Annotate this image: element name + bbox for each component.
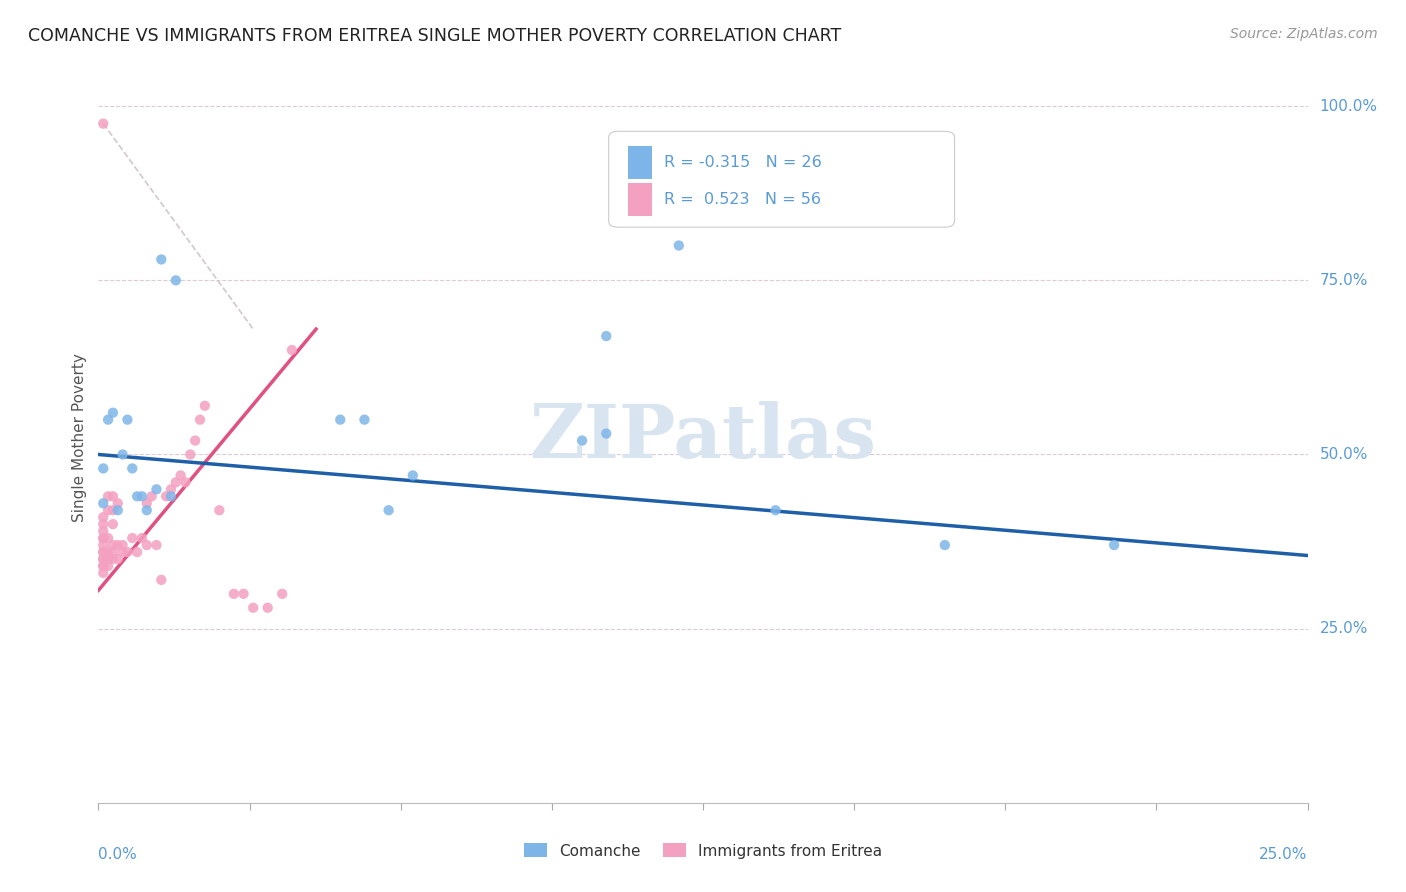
Point xyxy=(117,412,139,426)
Text: COMANCHE VS IMMIGRANTS FROM ERITREA SINGLE MOTHER POVERTY CORRELATION CHART: COMANCHE VS IMMIGRANTS FROM ERITREA SING… xyxy=(28,27,841,45)
Point xyxy=(91,531,114,545)
Point xyxy=(91,552,114,566)
Point xyxy=(571,434,593,448)
Point xyxy=(91,496,114,510)
Text: 75.0%: 75.0% xyxy=(1320,273,1368,288)
Point xyxy=(91,545,114,559)
Point xyxy=(91,545,114,559)
Point xyxy=(97,489,120,503)
Text: 25.0%: 25.0% xyxy=(1260,847,1308,862)
Point xyxy=(150,252,173,267)
Point xyxy=(222,587,245,601)
Point xyxy=(595,426,617,441)
Point xyxy=(91,558,114,573)
Point xyxy=(934,538,956,552)
Point xyxy=(141,489,163,503)
Point xyxy=(208,503,231,517)
Text: 0.0%: 0.0% xyxy=(98,847,138,862)
Point xyxy=(107,503,129,517)
Point xyxy=(174,475,197,490)
Point xyxy=(91,538,114,552)
Point xyxy=(242,600,264,615)
Point xyxy=(256,600,278,615)
Text: Source: ZipAtlas.com: Source: ZipAtlas.com xyxy=(1230,27,1378,41)
Point xyxy=(111,545,134,559)
Point xyxy=(184,434,207,448)
Point xyxy=(97,531,120,545)
Point xyxy=(91,517,114,532)
Text: 25.0%: 25.0% xyxy=(1320,621,1368,636)
Point xyxy=(135,503,157,517)
Legend: Comanche, Immigrants from Eritrea: Comanche, Immigrants from Eritrea xyxy=(517,838,889,864)
Text: ZIPatlas: ZIPatlas xyxy=(530,401,876,474)
Point xyxy=(107,552,129,566)
Point xyxy=(91,117,114,131)
Point xyxy=(121,531,143,545)
Point xyxy=(91,524,114,538)
Point xyxy=(155,489,177,503)
Point xyxy=(127,489,149,503)
Point xyxy=(97,552,120,566)
Point xyxy=(165,475,187,490)
FancyBboxPatch shape xyxy=(609,131,955,227)
Point xyxy=(165,273,187,287)
Point xyxy=(91,552,114,566)
Point xyxy=(101,552,124,566)
Point xyxy=(117,545,139,559)
Text: R = -0.315   N = 26: R = -0.315 N = 26 xyxy=(664,155,823,170)
Point xyxy=(111,538,134,552)
Point xyxy=(595,329,617,343)
Point xyxy=(111,448,134,462)
Point xyxy=(107,538,129,552)
Text: 100.0%: 100.0% xyxy=(1320,99,1378,113)
Point xyxy=(353,412,375,426)
Point xyxy=(188,412,211,426)
Point xyxy=(135,538,157,552)
Point xyxy=(377,503,399,517)
Point xyxy=(271,587,294,601)
Point xyxy=(101,406,124,420)
Point xyxy=(101,517,124,532)
Point xyxy=(97,412,120,426)
Point xyxy=(169,468,191,483)
Point xyxy=(131,531,153,545)
Point xyxy=(150,573,173,587)
Text: R =  0.523   N = 56: R = 0.523 N = 56 xyxy=(664,192,821,207)
Point xyxy=(127,545,149,559)
Point xyxy=(91,531,114,545)
FancyBboxPatch shape xyxy=(628,146,652,179)
Point xyxy=(194,399,217,413)
Point xyxy=(145,483,167,497)
Point xyxy=(101,538,124,552)
Point xyxy=(101,503,124,517)
Point xyxy=(121,461,143,475)
Point xyxy=(232,587,254,601)
Point xyxy=(145,538,167,552)
Point xyxy=(97,558,120,573)
Y-axis label: Single Mother Poverty: Single Mother Poverty xyxy=(72,352,87,522)
Text: 50.0%: 50.0% xyxy=(1320,447,1368,462)
Point xyxy=(402,468,425,483)
Point xyxy=(101,545,124,559)
Point xyxy=(160,483,183,497)
Point xyxy=(131,489,153,503)
Point xyxy=(101,489,124,503)
Point xyxy=(668,238,690,252)
Point xyxy=(91,510,114,524)
Point xyxy=(281,343,304,357)
Point xyxy=(160,489,183,503)
Point xyxy=(91,558,114,573)
Point xyxy=(91,566,114,580)
Point xyxy=(1102,538,1125,552)
Point xyxy=(329,412,352,426)
Point xyxy=(107,496,129,510)
FancyBboxPatch shape xyxy=(628,183,652,216)
Point xyxy=(91,461,114,475)
Point xyxy=(97,545,120,559)
Point xyxy=(135,496,157,510)
Point xyxy=(765,503,787,517)
Point xyxy=(179,448,201,462)
Point xyxy=(97,503,120,517)
